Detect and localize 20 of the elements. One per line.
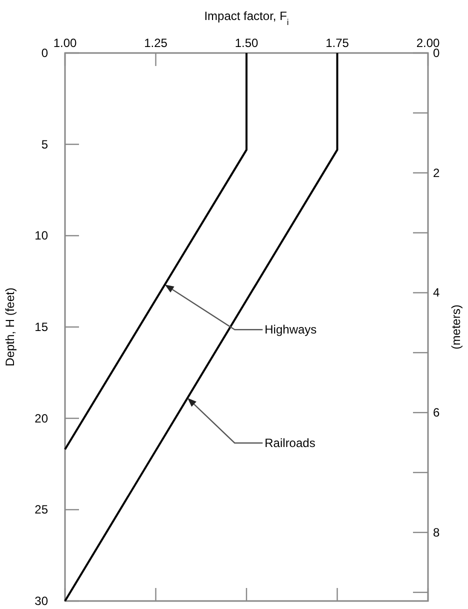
- y2-tick-label: 4: [433, 286, 440, 300]
- y2-axis-title: (meters): [449, 304, 463, 350]
- y-tick-label: 30: [34, 594, 48, 608]
- y-axis-title: Depth, H (feet): [3, 288, 17, 366]
- annotation: Railroads: [264, 436, 316, 450]
- y2-tick-label: 6: [433, 406, 440, 420]
- y2-tick-label: 2: [433, 166, 440, 180]
- x-tick-label: 1.00: [53, 36, 77, 50]
- y2-tick-label: 8: [433, 525, 440, 540]
- x-tick-label: 1.25: [144, 36, 168, 50]
- y-tick-label: 0: [41, 46, 48, 60]
- annotation: Highways: [264, 322, 317, 337]
- y-tick-label: 25: [34, 502, 48, 517]
- y-tick-label: 10: [34, 228, 48, 243]
- x-axis-title: Impact factor, F$_{i}$: [204, 9, 289, 27]
- y-tick-label: 5: [41, 137, 48, 152]
- x-tick-label: 1.75: [326, 36, 350, 50]
- y-tick-label: 15: [34, 320, 48, 334]
- x-tick-label: 1.50: [234, 36, 258, 50]
- y-tick-label: 20: [34, 411, 48, 426]
